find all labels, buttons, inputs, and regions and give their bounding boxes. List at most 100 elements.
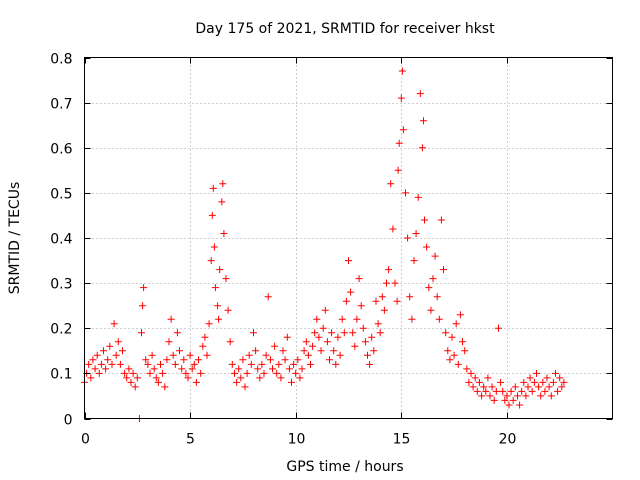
data-point xyxy=(514,392,521,400)
plot-frame xyxy=(84,57,613,419)
y-tick-labels: 0 0.1 0.2 0.3 0.4 0.5 0.6 0.7 0.8 xyxy=(50,52,72,429)
x-tick-label: 20 xyxy=(499,432,517,448)
data-point xyxy=(385,266,393,274)
data-point xyxy=(266,356,274,364)
data-point xyxy=(201,333,209,341)
data-point xyxy=(326,356,333,364)
data-point xyxy=(102,365,110,373)
data-point xyxy=(440,266,447,274)
data-point xyxy=(260,369,268,377)
data-point xyxy=(224,306,232,314)
data-point xyxy=(131,383,139,391)
data-point xyxy=(361,338,369,346)
x-tick-label: 0 xyxy=(81,432,90,448)
data-point xyxy=(495,324,502,332)
data-point xyxy=(104,356,112,364)
data-point xyxy=(402,189,409,197)
x-tick-labels: 0 5 10 15 20 xyxy=(81,432,516,448)
data-point xyxy=(199,342,207,350)
data-point xyxy=(334,333,342,341)
y-tick-label: 0.7 xyxy=(50,97,72,113)
data-point xyxy=(549,378,557,386)
x-tick-label: 15 xyxy=(393,432,411,448)
data-point xyxy=(264,293,272,301)
x-tick-label: 10 xyxy=(288,432,306,448)
data-point xyxy=(448,333,456,341)
data-point xyxy=(252,347,260,355)
data-point xyxy=(173,329,181,337)
data-point xyxy=(437,216,445,224)
data-point xyxy=(461,347,469,355)
data-point xyxy=(271,342,279,350)
grid-lines xyxy=(84,57,613,419)
data-point xyxy=(421,216,428,224)
data-point xyxy=(285,365,293,373)
data-point xyxy=(459,338,466,346)
data-point xyxy=(273,369,281,377)
data-point xyxy=(482,387,490,395)
data-point xyxy=(406,293,414,301)
y-tick-label: 0.2 xyxy=(50,322,72,338)
data-point xyxy=(328,329,336,337)
data-point xyxy=(484,374,492,382)
data-point xyxy=(321,306,329,314)
data-point xyxy=(226,338,234,346)
data-point xyxy=(353,315,361,323)
data-point xyxy=(416,90,424,98)
data-point xyxy=(235,365,243,373)
x-tick-label: 5 xyxy=(186,432,195,448)
data-point xyxy=(192,378,200,386)
data-point xyxy=(435,315,443,323)
data-point xyxy=(380,306,388,314)
data-point xyxy=(302,338,310,346)
data-point xyxy=(93,351,101,359)
data-point xyxy=(112,351,120,359)
data-point xyxy=(499,387,507,395)
data-point xyxy=(530,378,538,386)
data-point xyxy=(139,302,147,310)
data-point xyxy=(182,369,190,377)
data-point xyxy=(429,275,437,283)
data-point xyxy=(154,378,162,386)
data-point xyxy=(516,401,524,409)
data-point xyxy=(163,356,171,364)
data-point xyxy=(395,139,403,147)
data-point xyxy=(511,383,519,391)
data-point xyxy=(209,184,217,192)
data-point xyxy=(108,360,116,368)
data-point xyxy=(338,315,346,323)
data-point xyxy=(247,360,255,368)
data-point xyxy=(119,347,126,355)
data-point xyxy=(148,351,156,359)
data-point xyxy=(444,347,452,355)
data-point xyxy=(467,369,475,377)
data-point xyxy=(471,374,479,382)
data-point xyxy=(408,315,416,323)
data-point xyxy=(370,347,378,355)
data-point xyxy=(210,243,218,251)
data-point xyxy=(558,383,566,391)
data-point xyxy=(178,365,186,373)
data-point xyxy=(218,198,226,206)
data-point xyxy=(420,117,427,125)
data-point xyxy=(545,383,553,391)
data-point xyxy=(216,266,224,274)
data-point xyxy=(427,306,435,314)
data-point xyxy=(203,351,211,359)
data-point xyxy=(100,347,107,355)
data-point xyxy=(509,396,517,404)
data-point xyxy=(501,396,509,404)
data-point xyxy=(123,374,131,382)
data-point xyxy=(351,342,359,350)
data-point xyxy=(486,392,494,400)
y-tick-label: 0.3 xyxy=(50,277,72,293)
data-point xyxy=(556,374,564,382)
data-point xyxy=(298,365,306,373)
data-point xyxy=(497,378,505,386)
data-point xyxy=(505,401,513,409)
data-point xyxy=(526,374,534,382)
data-point xyxy=(541,387,549,395)
data-point xyxy=(231,369,238,377)
data-point xyxy=(364,351,371,359)
data-point xyxy=(520,378,528,386)
